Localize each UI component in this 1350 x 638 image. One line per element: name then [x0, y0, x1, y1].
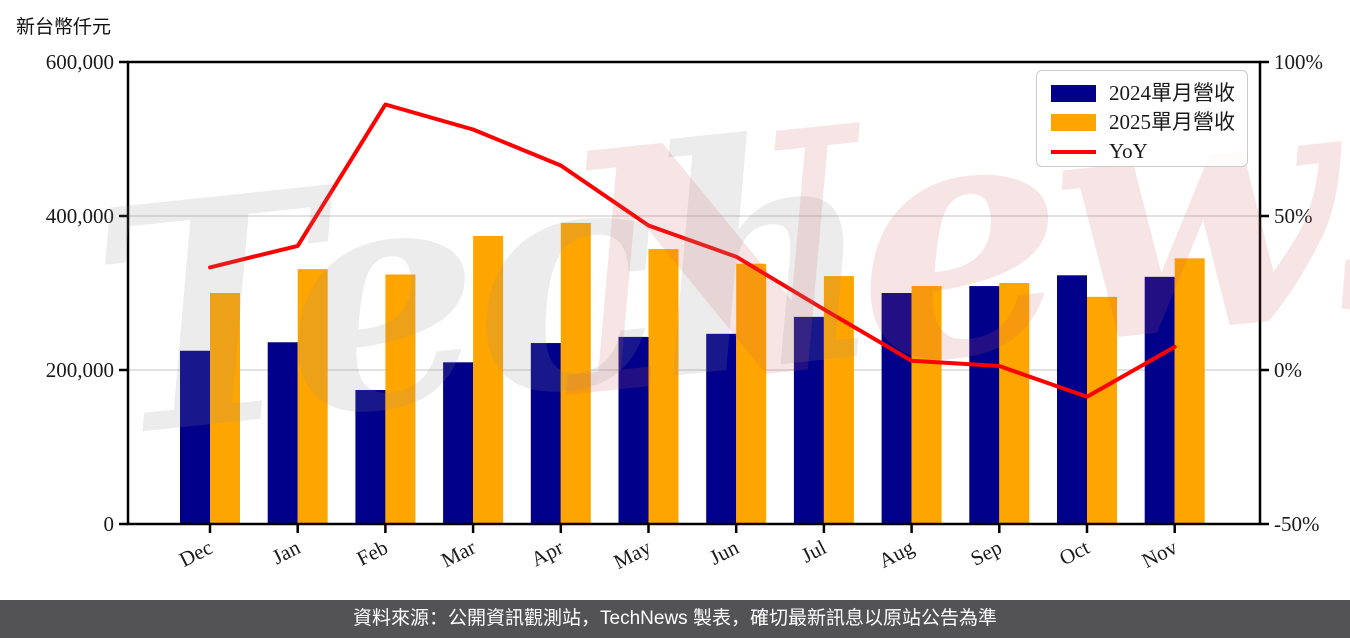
left-tick-label: 600,000: [46, 50, 114, 74]
bar-2024-Dec: [180, 350, 210, 524]
bar-2024-Aug: [881, 293, 912, 524]
x-label-Nov: Nov: [1138, 535, 1182, 573]
yoy-line: [208, 102, 1177, 399]
legend-label-2025: 2025單月營收: [1109, 110, 1235, 134]
left-tick-label: 200,000: [46, 358, 114, 382]
x-label-Apr: Apr: [527, 535, 567, 571]
x-label-May: May: [610, 535, 656, 574]
bar-2024-Nov: [1144, 276, 1175, 524]
bar-2025-Mar: [473, 236, 504, 524]
left-axis-unit-label: 新台幣仟元: [16, 17, 112, 38]
left-tick-label: 0: [104, 512, 115, 536]
legend-row-2025: 2025單月營收: [1051, 108, 1247, 137]
legend-swatch-2025: [1051, 114, 1096, 131]
right-tick-label: 50%: [1274, 204, 1313, 228]
x-label-Oct: Oct: [1055, 535, 1093, 570]
bar-2025-Apr: [560, 222, 591, 524]
bar-2025-Jan: [297, 269, 328, 524]
bar-2024-Oct: [1057, 275, 1087, 524]
bar-2025-Feb: [385, 274, 416, 524]
chart-legend: 2024單月營收 2025單月營收 YoY: [1036, 70, 1248, 167]
x-label-Jul: Jul: [797, 535, 830, 568]
legend-row-2024: 2024單月營收: [1051, 79, 1247, 108]
x-label-Jan: Jan: [268, 535, 304, 569]
legend-swatch-2024: [1051, 85, 1096, 102]
legend-row-yoy: YoY: [1051, 137, 1247, 166]
source-footer: 資料來源：公開資訊觀測站，TechNews 製表，確切最新訊息以原站公告為準: [0, 600, 1350, 638]
bar-2025-Aug: [911, 286, 942, 524]
bar-2025-Nov: [1174, 258, 1205, 524]
bar-2024-Sep: [969, 286, 1000, 524]
legend-label-2024: 2024單月營收: [1109, 81, 1235, 105]
bar-2024-Jun: [706, 333, 737, 524]
x-label-Jun: Jun: [706, 535, 743, 570]
bar-2025-May: [648, 249, 679, 525]
bar-2025-Dec: [210, 293, 240, 524]
x-label-Mar: Mar: [437, 535, 479, 572]
plot-frame: [126, 60, 1262, 526]
bar-2025-Jun: [736, 263, 767, 524]
legend-label-yoy: YoY: [1109, 139, 1148, 163]
x-label-Aug: Aug: [875, 535, 919, 573]
bar-2024-Jan: [267, 342, 298, 524]
legend-line-swatch-yoy: [1051, 149, 1096, 154]
bar-2024-Apr: [530, 343, 561, 524]
x-label-Sep: Sep: [967, 535, 1006, 571]
right-tick-label: 0%: [1274, 358, 1302, 382]
x-label-Dec: Dec: [175, 535, 216, 572]
left-tick-label: 400,000: [46, 204, 114, 228]
revenue-yoy-chart: 600,000 400,000 200,000 0 100% 50% 0% -50% Dec Ja…: [46, 50, 1323, 574]
bar-2025-Sep: [999, 282, 1030, 524]
bar-2025-Oct: [1087, 296, 1117, 524]
bar-2024-Mar: [443, 362, 474, 524]
x-label-Feb: Feb: [353, 535, 392, 571]
right-tick-label: -50%: [1274, 512, 1320, 536]
bar-2024-Jul: [793, 316, 824, 524]
bar-2024-May: [618, 336, 649, 524]
bar-2024-Feb: [355, 390, 386, 524]
right-tick-label: 100%: [1274, 50, 1323, 74]
